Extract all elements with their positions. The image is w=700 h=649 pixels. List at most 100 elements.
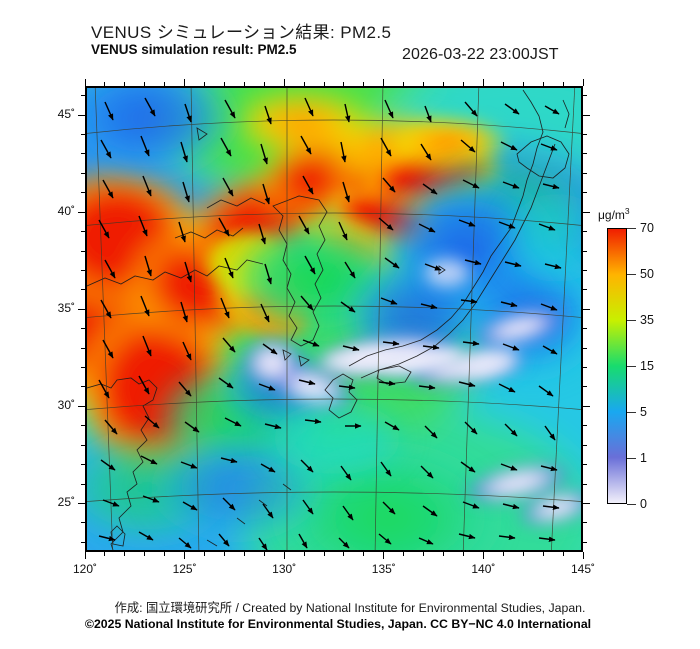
lon-tick xyxy=(522,82,524,86)
lat-tick xyxy=(583,502,590,504)
lon-tick xyxy=(164,552,166,556)
attribution-line-japanese: 作成: 国立環境研究所 / Created by National Instit… xyxy=(114,601,586,615)
lon-tick xyxy=(283,552,285,559)
lat-tick xyxy=(583,347,587,349)
lat-tick xyxy=(81,192,85,194)
lon-tick xyxy=(124,82,126,86)
lon-axis-label: 135˚ xyxy=(371,562,396,576)
lon-tick xyxy=(204,552,206,556)
lat-tick xyxy=(81,172,85,174)
colorbar-unit-text: μg/m xyxy=(598,208,625,222)
lon-tick xyxy=(363,82,365,86)
lon-axis-label: 130˚ xyxy=(272,562,297,576)
lon-axis-label: 145˚ xyxy=(570,562,596,576)
colorbar-tick xyxy=(627,274,636,276)
lat-tick xyxy=(81,269,85,271)
lat-tick xyxy=(583,405,590,407)
lat-tick xyxy=(583,444,587,446)
colorbar: 70 50 35 15 5 1 0 xyxy=(607,221,654,511)
lat-tick xyxy=(81,134,85,136)
lat-tick xyxy=(81,464,85,466)
colorbar-tick xyxy=(627,228,636,230)
lat-tick xyxy=(81,483,85,485)
lat-tick xyxy=(81,289,85,291)
lat-tick xyxy=(583,367,587,369)
lat-tick xyxy=(78,114,85,116)
lon-tick xyxy=(443,552,445,556)
colorbar-tick xyxy=(627,366,636,368)
page-title-english: VENUS simulation result: PM2.5 xyxy=(91,42,297,57)
lat-tick xyxy=(81,250,85,252)
lon-tick xyxy=(104,82,106,86)
lat-tick xyxy=(583,211,590,213)
lon-tick xyxy=(522,552,524,556)
lat-tick xyxy=(583,289,587,291)
lon-tick xyxy=(343,552,345,556)
lat-tick xyxy=(81,347,85,349)
lon-tick xyxy=(303,82,305,86)
lon-tick xyxy=(243,552,245,556)
lon-tick xyxy=(403,82,405,86)
lon-tick xyxy=(443,82,445,86)
colorbar-tick xyxy=(627,412,636,414)
lon-tick xyxy=(582,552,584,559)
lon-tick xyxy=(283,79,285,86)
lon-tick xyxy=(124,552,126,556)
lon-tick xyxy=(263,552,265,556)
lon-tick xyxy=(323,82,325,86)
lat-tick xyxy=(583,541,587,543)
lon-tick xyxy=(502,82,504,86)
colorbar-fill xyxy=(608,229,626,503)
lat-axis-label: 45˚ xyxy=(57,107,75,122)
lon-tick xyxy=(502,552,504,556)
lon-tick xyxy=(423,552,425,556)
lat-axis-label: 35˚ xyxy=(57,301,75,316)
lon-tick xyxy=(403,552,405,556)
lon-tick xyxy=(104,552,106,556)
lat-tick xyxy=(81,522,85,524)
lat-tick xyxy=(583,114,590,116)
lat-tick xyxy=(81,367,85,369)
lon-tick xyxy=(204,82,206,86)
colorbar-unit-label: μg/m3 xyxy=(598,206,630,222)
lon-axis-label: 125˚ xyxy=(172,562,197,576)
lon-tick xyxy=(383,79,385,86)
lon-tick xyxy=(184,552,186,559)
lat-tick xyxy=(81,231,85,233)
lon-tick xyxy=(243,82,245,86)
lat-tick xyxy=(583,250,587,252)
lon-tick xyxy=(383,552,385,559)
lat-tick xyxy=(583,192,587,194)
timestamp-label: 2026-03-22 23:00JST xyxy=(402,46,559,63)
lon-tick xyxy=(263,82,265,86)
colorbar-tick xyxy=(627,504,636,506)
lat-tick xyxy=(583,464,587,466)
lat-tick xyxy=(81,153,85,155)
colorbar-tick-label: 15 xyxy=(640,359,654,373)
colorbar-tick-label: 35 xyxy=(640,313,654,327)
lat-axis-label: 25˚ xyxy=(57,495,75,510)
lon-tick xyxy=(164,82,166,86)
lon-tick xyxy=(223,552,225,556)
lon-tick xyxy=(84,552,86,559)
lat-tick xyxy=(583,153,587,155)
lon-tick xyxy=(482,552,484,559)
lon-tick xyxy=(562,82,564,86)
attribution-line-license: ©2025 National Institute for Environment… xyxy=(84,617,592,631)
lat-tick xyxy=(583,172,587,174)
lat-tick xyxy=(81,328,85,330)
lat-tick xyxy=(78,211,85,213)
colorbar-tick-label: 5 xyxy=(640,405,647,419)
lon-tick xyxy=(423,82,425,86)
lat-axis-label: 30˚ xyxy=(57,398,75,413)
lon-axis-label: 140˚ xyxy=(471,562,496,576)
lat-tick xyxy=(583,386,587,388)
lon-tick xyxy=(223,82,225,86)
colorbar-unit-exponent: 3 xyxy=(624,206,630,216)
lat-tick xyxy=(583,328,587,330)
lon-tick xyxy=(144,552,146,556)
lon-tick xyxy=(542,82,544,86)
lon-tick xyxy=(482,79,484,86)
lon-tick xyxy=(363,552,365,556)
colorbar-tick-label: 0 xyxy=(640,497,647,511)
